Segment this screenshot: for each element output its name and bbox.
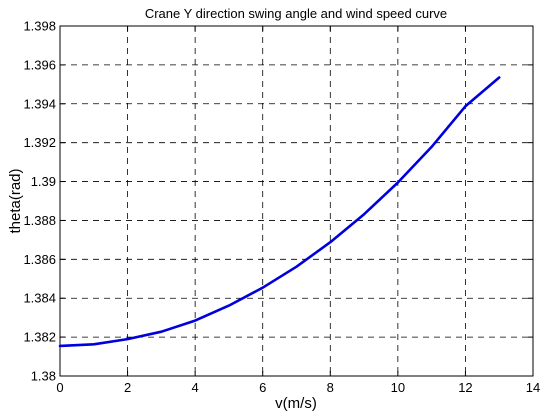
plot-area — [59, 25, 534, 377]
chart-title: Crane Y direction swing angle and wind s… — [145, 6, 447, 21]
x-axis-label: v(m/s) — [275, 395, 317, 412]
x-tick-label: 8 — [327, 380, 334, 395]
y-axis-label: theta(rad) — [7, 168, 24, 233]
x-tick-label: 10 — [391, 380, 405, 395]
y-tick-label: 1.388 — [23, 213, 56, 228]
series-line — [58, 76, 501, 348]
y-tick-label: 1.39 — [31, 174, 56, 189]
axis-ticks — [59, 25, 534, 377]
x-tick-label: 12 — [458, 380, 472, 395]
y-tick-label: 1.386 — [23, 252, 56, 267]
y-tick-label: 1.38 — [31, 369, 56, 384]
y-tick-label: 1.398 — [23, 19, 56, 34]
y-tick-label: 1.392 — [23, 135, 56, 150]
y-tick-label: 1.384 — [23, 291, 56, 306]
x-tick-label: 4 — [192, 380, 199, 395]
y-tick-label: 1.394 — [23, 96, 56, 111]
y-tick-labels: 1.38 1.382 1.384 1.386 1.388 1.39 1.392 1.394 1.… — [23, 19, 56, 384]
y-tick-label: 1.382 — [23, 330, 56, 345]
x-tick-label: 2 — [124, 380, 131, 395]
x-tick-labels: 0 2 4 6 8 10 12 14 — [56, 380, 540, 395]
x-tick-label: 0 — [56, 380, 63, 395]
series-group — [58, 76, 501, 348]
y-tick-label: 1.396 — [23, 57, 56, 72]
x-tick-label: 14 — [526, 380, 540, 395]
x-tick-label: 6 — [259, 380, 266, 395]
